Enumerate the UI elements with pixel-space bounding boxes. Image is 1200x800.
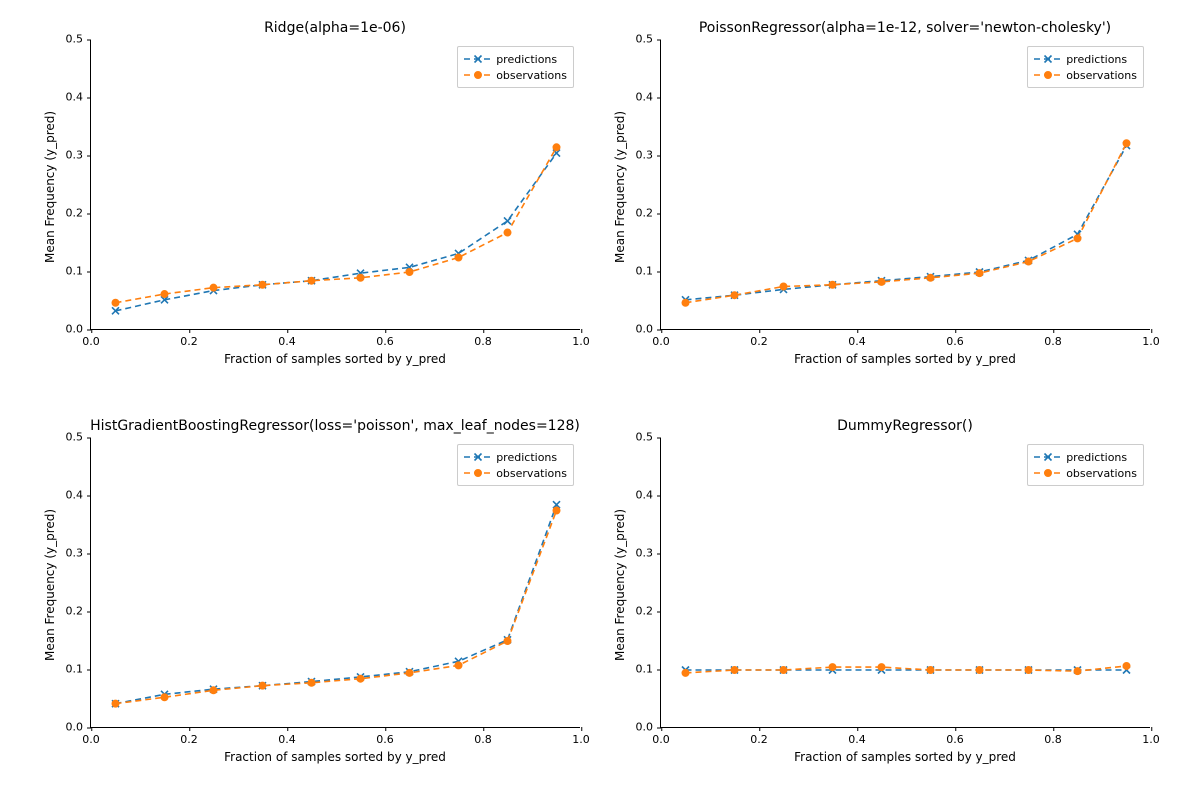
x-axis-label: Fraction of samples sorted by y_pred [90, 352, 580, 366]
x-tick: 1.0 [572, 733, 590, 746]
plot-area: Mean Frequency (y_pred)0.00.20.40.60.81.… [660, 438, 1150, 728]
legend: predictions observations [457, 46, 574, 88]
plot-area: Mean Frequency (y_pred)0.00.20.40.60.81.… [90, 40, 580, 330]
x-tick: 0.0 [82, 335, 100, 348]
legend-item-predictions: predictions [464, 51, 567, 67]
x-tick: 0.4 [278, 335, 296, 348]
x-tick: 0.2 [180, 335, 198, 348]
y-tick: 0.3 [636, 149, 654, 162]
y-tick: 0.3 [66, 547, 84, 560]
x-tick: 0.8 [1044, 733, 1062, 746]
x-tick: 0.4 [278, 733, 296, 746]
y-tick: 0.2 [636, 207, 654, 220]
legend-label: observations [496, 69, 567, 82]
y-tick: 0.0 [636, 721, 654, 734]
subplot-title: DummyRegressor() [660, 418, 1150, 434]
y-tick: 0.4 [636, 91, 654, 104]
subplot-1: PoissonRegressor(alpha=1e-12, solver='ne… [660, 20, 1150, 366]
legend-item-observations: observations [464, 465, 567, 481]
y-tick: 0.5 [636, 431, 654, 444]
legend-label: observations [1066, 467, 1137, 480]
x-axis-label: Fraction of samples sorted by y_pred [660, 352, 1150, 366]
legend-label: observations [1066, 69, 1137, 82]
x-tick: 0.8 [474, 733, 492, 746]
y-tick: 0.0 [66, 721, 84, 734]
y-tick: 0.0 [66, 323, 84, 336]
y-tick: 0.5 [66, 33, 84, 46]
x-axis-label: Fraction of samples sorted by y_pred [660, 750, 1150, 764]
y-tick: 0.4 [636, 489, 654, 502]
subplot-title: PoissonRegressor(alpha=1e-12, solver='ne… [660, 20, 1150, 36]
subplot-2: HistGradientBoostingRegressor(loss='pois… [90, 418, 580, 764]
subplot-title: HistGradientBoostingRegressor(loss='pois… [90, 418, 580, 434]
x-tick: 1.0 [1142, 335, 1160, 348]
x-tick: 0.8 [1044, 335, 1062, 348]
y-tick: 0.1 [66, 265, 84, 278]
y-tick: 0.4 [66, 489, 84, 502]
legend: predictions observations [1027, 46, 1144, 88]
legend-label: predictions [496, 451, 557, 464]
x-tick: 0.2 [180, 733, 198, 746]
legend-item-predictions: predictions [464, 449, 567, 465]
x-tick: 0.2 [750, 335, 768, 348]
y-axis-label: Mean Frequency (y_pred) [613, 111, 627, 263]
y-tick: 0.3 [66, 149, 84, 162]
x-tick: 0.0 [652, 335, 670, 348]
plot-area: Mean Frequency (y_pred)0.00.20.40.60.81.… [90, 438, 580, 728]
legend-label: predictions [496, 53, 557, 66]
x-tick: 1.0 [1142, 733, 1160, 746]
legend-label: predictions [1066, 53, 1127, 66]
x-tick: 0.6 [946, 335, 964, 348]
subplot-0: Ridge(alpha=1e-06) Mean Frequency (y_pred… [90, 20, 580, 366]
legend: predictions observations [457, 444, 574, 486]
y-tick: 0.5 [66, 431, 84, 444]
y-axis-label: Mean Frequency (y_pred) [613, 509, 627, 661]
x-axis-label: Fraction of samples sorted by y_pred [90, 750, 580, 764]
x-tick: 0.6 [946, 733, 964, 746]
x-tick: 0.2 [750, 733, 768, 746]
legend-item-predictions: predictions [1034, 51, 1137, 67]
x-tick: 0.6 [376, 733, 394, 746]
y-tick: 0.1 [636, 265, 654, 278]
x-tick: 0.0 [82, 733, 100, 746]
subplot-title: Ridge(alpha=1e-06) [90, 20, 580, 36]
legend: predictions observations [1027, 444, 1144, 486]
legend-item-observations: observations [1034, 67, 1137, 83]
figure: Ridge(alpha=1e-06) Mean Frequency (y_pred… [0, 0, 1200, 800]
x-tick: 1.0 [572, 335, 590, 348]
x-tick: 0.6 [376, 335, 394, 348]
y-tick: 0.0 [636, 323, 654, 336]
y-tick: 0.2 [636, 605, 654, 618]
legend-item-observations: observations [464, 67, 567, 83]
y-tick: 0.2 [66, 605, 84, 618]
x-tick: 0.8 [474, 335, 492, 348]
subplot-3: DummyRegressor() Mean Frequency (y_pred)0… [660, 418, 1150, 764]
legend-label: predictions [1066, 451, 1127, 464]
y-axis-label: Mean Frequency (y_pred) [43, 509, 57, 661]
y-tick: 0.4 [66, 91, 84, 104]
y-axis-label: Mean Frequency (y_pred) [43, 111, 57, 263]
plot-area: Mean Frequency (y_pred)0.00.20.40.60.81.… [660, 40, 1150, 330]
y-tick: 0.1 [66, 663, 84, 676]
legend-item-observations: observations [1034, 465, 1137, 481]
x-tick: 0.4 [848, 335, 866, 348]
x-tick: 0.4 [848, 733, 866, 746]
legend-item-predictions: predictions [1034, 449, 1137, 465]
x-tick: 0.0 [652, 733, 670, 746]
y-tick: 0.5 [636, 33, 654, 46]
y-tick: 0.3 [636, 547, 654, 560]
legend-label: observations [496, 467, 567, 480]
y-tick: 0.2 [66, 207, 84, 220]
y-tick: 0.1 [636, 663, 654, 676]
